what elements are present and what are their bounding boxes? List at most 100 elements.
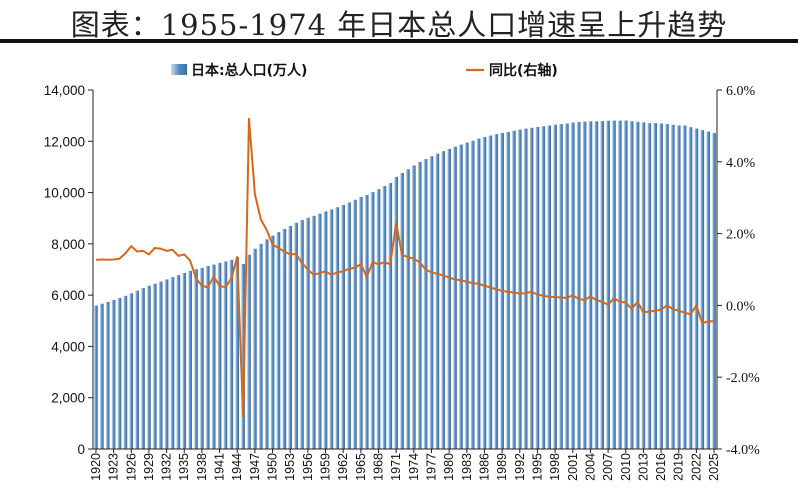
x-tick-label: 1926 <box>124 453 138 481</box>
bar-1994 <box>529 127 534 450</box>
bar-1979 <box>441 151 446 449</box>
legend-label-yoy: 同比(右轴) <box>489 62 558 79</box>
x-tick-label: 2007 <box>601 453 615 481</box>
bar-1920 <box>94 305 98 449</box>
x-tick-label: 1968 <box>372 453 386 481</box>
bar-1998 <box>553 124 557 449</box>
bar-1930 <box>152 283 157 449</box>
bar-1950 <box>270 235 275 449</box>
x-tick-label: 1938 <box>195 453 209 481</box>
x-tick-label: 1977 <box>424 453 438 481</box>
bar-1937 <box>194 269 198 449</box>
bar-2006 <box>600 121 605 449</box>
left-tick-label: 6,000 <box>51 288 85 303</box>
bar-1966 <box>364 195 369 449</box>
x-tick-label: 1959 <box>319 453 333 481</box>
left-tick-label: 4,000 <box>51 339 85 354</box>
bar-1944 <box>235 257 240 449</box>
left-tick-label: 0 <box>77 442 85 457</box>
bar-1970 <box>388 183 393 449</box>
bar-1978 <box>435 153 440 449</box>
right-tick-label: 0.0% <box>726 299 756 314</box>
bar-1995 <box>535 127 540 449</box>
left-tick-label: 2,000 <box>51 391 85 406</box>
bar-1960 <box>329 209 334 449</box>
bar-1946 <box>247 254 251 449</box>
page-title: 图表：1955-1974 年日本总人口增速呈上升趋势 <box>70 8 728 42</box>
population-bars <box>94 120 716 450</box>
axes: 0 2,000 4,000 6,000 8,000 10,000 12,000 14,000 -… <box>44 83 760 481</box>
bar-1988 <box>494 134 499 449</box>
x-tick-label: 2004 <box>583 453 597 481</box>
bar-1990 <box>506 132 510 449</box>
bar-1925 <box>123 295 128 449</box>
bar-1940 <box>211 264 216 449</box>
bar-2015 <box>653 123 658 449</box>
yoy-line <box>95 117 715 418</box>
x-tick-label: 1935 <box>177 453 191 481</box>
bar-1953 <box>288 225 293 449</box>
bar-1974 <box>412 165 416 449</box>
bar-1957 <box>311 215 316 449</box>
bar-1959 <box>323 211 328 449</box>
bar-1997 <box>547 125 552 450</box>
bar-2003 <box>582 121 587 449</box>
bar-1971 <box>394 176 398 449</box>
bar-1956 <box>306 217 310 449</box>
x-tick-label: 1941 <box>213 453 227 481</box>
bar-1992 <box>517 129 522 449</box>
bar-1965 <box>359 196 363 449</box>
bar-1926 <box>129 293 134 449</box>
bar-1983 <box>464 142 469 450</box>
bar-2010 <box>623 120 628 450</box>
bar-1924 <box>117 298 122 449</box>
right-tick-label: -4.0% <box>726 443 760 458</box>
bar-1927 <box>135 290 139 449</box>
bar-2001 <box>570 122 575 450</box>
bar-2024 <box>706 131 710 450</box>
x-tick-label: 1962 <box>336 453 350 481</box>
left-tick-label: 12,000 <box>44 134 85 149</box>
bar-1932 <box>164 279 169 449</box>
bar-2018 <box>671 124 675 450</box>
x-tick-label: 2010 <box>619 453 633 481</box>
bar-1972 <box>400 172 404 449</box>
x-tick-label: 1983 <box>460 453 474 481</box>
x-tick-label: 1998 <box>548 453 562 481</box>
bar-1921 <box>100 303 104 449</box>
bar-2014 <box>647 123 652 449</box>
bar-1996 <box>541 126 546 449</box>
bar-2004 <box>588 121 593 449</box>
bar-1935 <box>182 272 187 449</box>
left-tick-label: 8,000 <box>51 237 85 252</box>
bar-1922 <box>105 301 110 449</box>
bar-1948 <box>258 243 263 449</box>
bar-1938 <box>200 267 204 449</box>
bar-1945 <box>241 263 245 449</box>
bar-1947 <box>253 248 257 449</box>
x-tick-label: 1932 <box>160 453 174 481</box>
left-tick-label: 10,000 <box>44 186 85 201</box>
bar-2000 <box>565 123 569 450</box>
bar-1943 <box>229 259 234 449</box>
bar-2012 <box>635 121 640 449</box>
bar-1936 <box>188 270 192 449</box>
bar-1958 <box>317 213 322 449</box>
title-underline <box>0 39 798 43</box>
x-tick-label: 1920 <box>89 453 103 481</box>
right-tick-label: 4.0% <box>726 156 756 171</box>
right-tick-label: 2.0% <box>726 228 756 243</box>
x-tick-label: 2022 <box>689 453 703 481</box>
bar-1934 <box>176 275 181 449</box>
bar-1942 <box>223 261 228 449</box>
bar-1984 <box>470 140 475 449</box>
bar-1968 <box>376 189 381 449</box>
bar-2007 <box>606 120 610 449</box>
bar-2008 <box>612 120 616 449</box>
bar-2016 <box>659 123 663 450</box>
bar-2013 <box>641 122 646 449</box>
bar-2025 <box>712 133 716 449</box>
bar-1987 <box>488 135 493 450</box>
bar-1923 <box>111 299 116 449</box>
x-tick-label: 1947 <box>248 453 262 481</box>
